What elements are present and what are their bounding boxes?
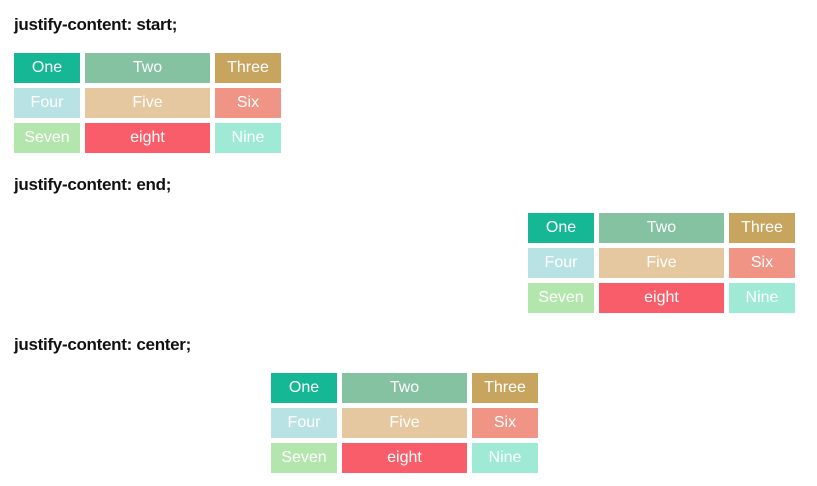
- grid-cell-five: Five: [85, 88, 210, 118]
- flex-grid-start: One Two Three Four Five Six Seven eight Nine: [14, 53, 281, 153]
- flex-grid-center: One Two Three Four Five Six Seven eight Nine: [271, 373, 538, 473]
- grid-cell-four: Four: [528, 248, 594, 278]
- grid-cell-nine: Nine: [215, 123, 281, 153]
- grid-cell-one: One: [14, 53, 80, 83]
- section-heading-center: justify-content: center;: [14, 335, 191, 354]
- grid-cell-nine: Nine: [729, 283, 795, 313]
- grid-wrapper: One Two Three Four Five Six Seven eight Nine: [14, 213, 795, 313]
- grid-cell-three: Three: [472, 373, 538, 403]
- grid-cell-six: Six: [215, 88, 281, 118]
- grid-cell-five: Five: [342, 408, 467, 438]
- grid-cell-two: Two: [599, 213, 724, 243]
- grid-cell-two: Two: [342, 373, 467, 403]
- grid-cell-four: Four: [14, 88, 80, 118]
- grid-cell-nine: Nine: [472, 443, 538, 473]
- grid-cell-eight: eight: [599, 283, 724, 313]
- grid-cell-seven: Seven: [14, 123, 80, 153]
- grid-wrapper: One Two Three Four Five Six Seven eight Nine: [14, 53, 795, 153]
- grid-cell-eight: eight: [342, 443, 467, 473]
- justify-demo-section-end: justify-content: end; One Two Three Four Fiv…: [14, 175, 795, 313]
- section-heading-end: justify-content: end;: [14, 175, 172, 194]
- grid-cell-six: Six: [729, 248, 795, 278]
- grid-cell-six: Six: [472, 408, 538, 438]
- justify-demo-section-start: justify-content: start; One Two Three Four F…: [14, 15, 795, 153]
- grid-cell-four: Four: [271, 408, 337, 438]
- grid-wrapper: One Two Three Four Five Six Seven eight Nine: [14, 373, 795, 473]
- grid-cell-one: One: [271, 373, 337, 403]
- section-heading-start: justify-content: start;: [14, 15, 178, 34]
- flex-grid-end: One Two Three Four Five Six Seven eight Nine: [528, 213, 795, 313]
- grid-cell-five: Five: [599, 248, 724, 278]
- grid-cell-two: Two: [85, 53, 210, 83]
- page: justify-content: start; One Two Three Four F…: [14, 15, 795, 473]
- grid-cell-seven: Seven: [528, 283, 594, 313]
- grid-cell-eight: eight: [85, 123, 210, 153]
- grid-cell-seven: Seven: [271, 443, 337, 473]
- grid-cell-three: Three: [729, 213, 795, 243]
- grid-cell-three: Three: [215, 53, 281, 83]
- justify-demo-section-center: justify-content: center; One Two Three Four…: [14, 335, 795, 473]
- grid-cell-one: One: [528, 213, 594, 243]
